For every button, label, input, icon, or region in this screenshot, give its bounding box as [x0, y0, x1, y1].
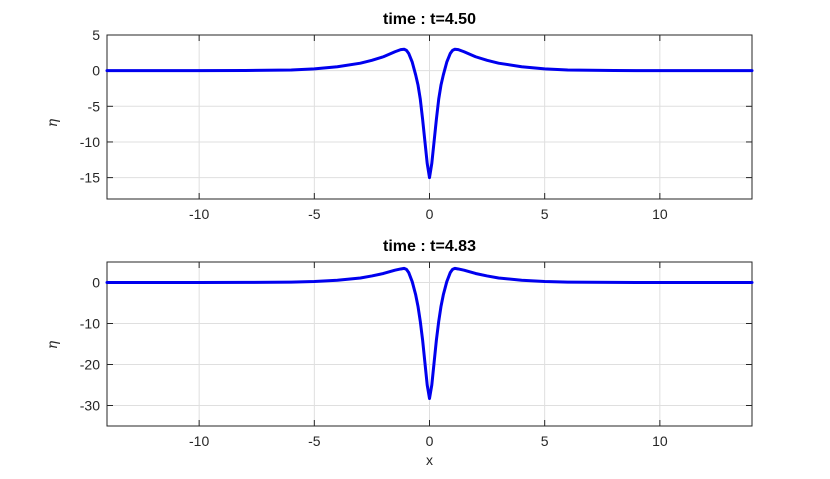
- x-tick-label: -10: [189, 433, 209, 449]
- y-tick-label: -15: [80, 170, 100, 186]
- y-tick-label: -5: [88, 98, 101, 114]
- y-axis-label: η: [45, 340, 61, 349]
- x-tick-label: -5: [308, 433, 321, 449]
- x-tick-label: 10: [652, 433, 668, 449]
- y-tick-label: -30: [80, 398, 100, 414]
- x-tick-label: 10: [652, 206, 668, 222]
- y-tick-label: -10: [80, 134, 100, 150]
- subplot-1: -10 -5 0 5 10 5 0 -5 -10 -15 time : t=4.50 η: [45, 11, 754, 222]
- subplot-title: time : t=4.50: [383, 11, 476, 28]
- y-axis-label: η: [45, 118, 61, 127]
- series-line: [105, 47, 754, 180]
- x-tick-label: 5: [541, 433, 549, 449]
- y-tick-label: -20: [80, 357, 100, 373]
- y-tick-label: 5: [92, 27, 100, 43]
- series-line: [105, 266, 754, 401]
- y-tick-label: 0: [92, 63, 100, 79]
- x-tick-label: 0: [426, 206, 434, 222]
- x-axis-label: x: [426, 452, 433, 468]
- y-tick-label: 0: [92, 275, 100, 291]
- y-tick-label: -10: [80, 316, 100, 332]
- x-tick-label: -10: [189, 206, 209, 222]
- subplot-title: time : t=4.83: [383, 238, 476, 255]
- subplot-2: -10 -5 0 5 10 0 -10 -20 -30 time : t=4.83 η x: [45, 238, 754, 468]
- x-tick-label: 5: [541, 206, 549, 222]
- x-tick-label: 0: [426, 433, 434, 449]
- x-tick-label: -5: [308, 206, 321, 222]
